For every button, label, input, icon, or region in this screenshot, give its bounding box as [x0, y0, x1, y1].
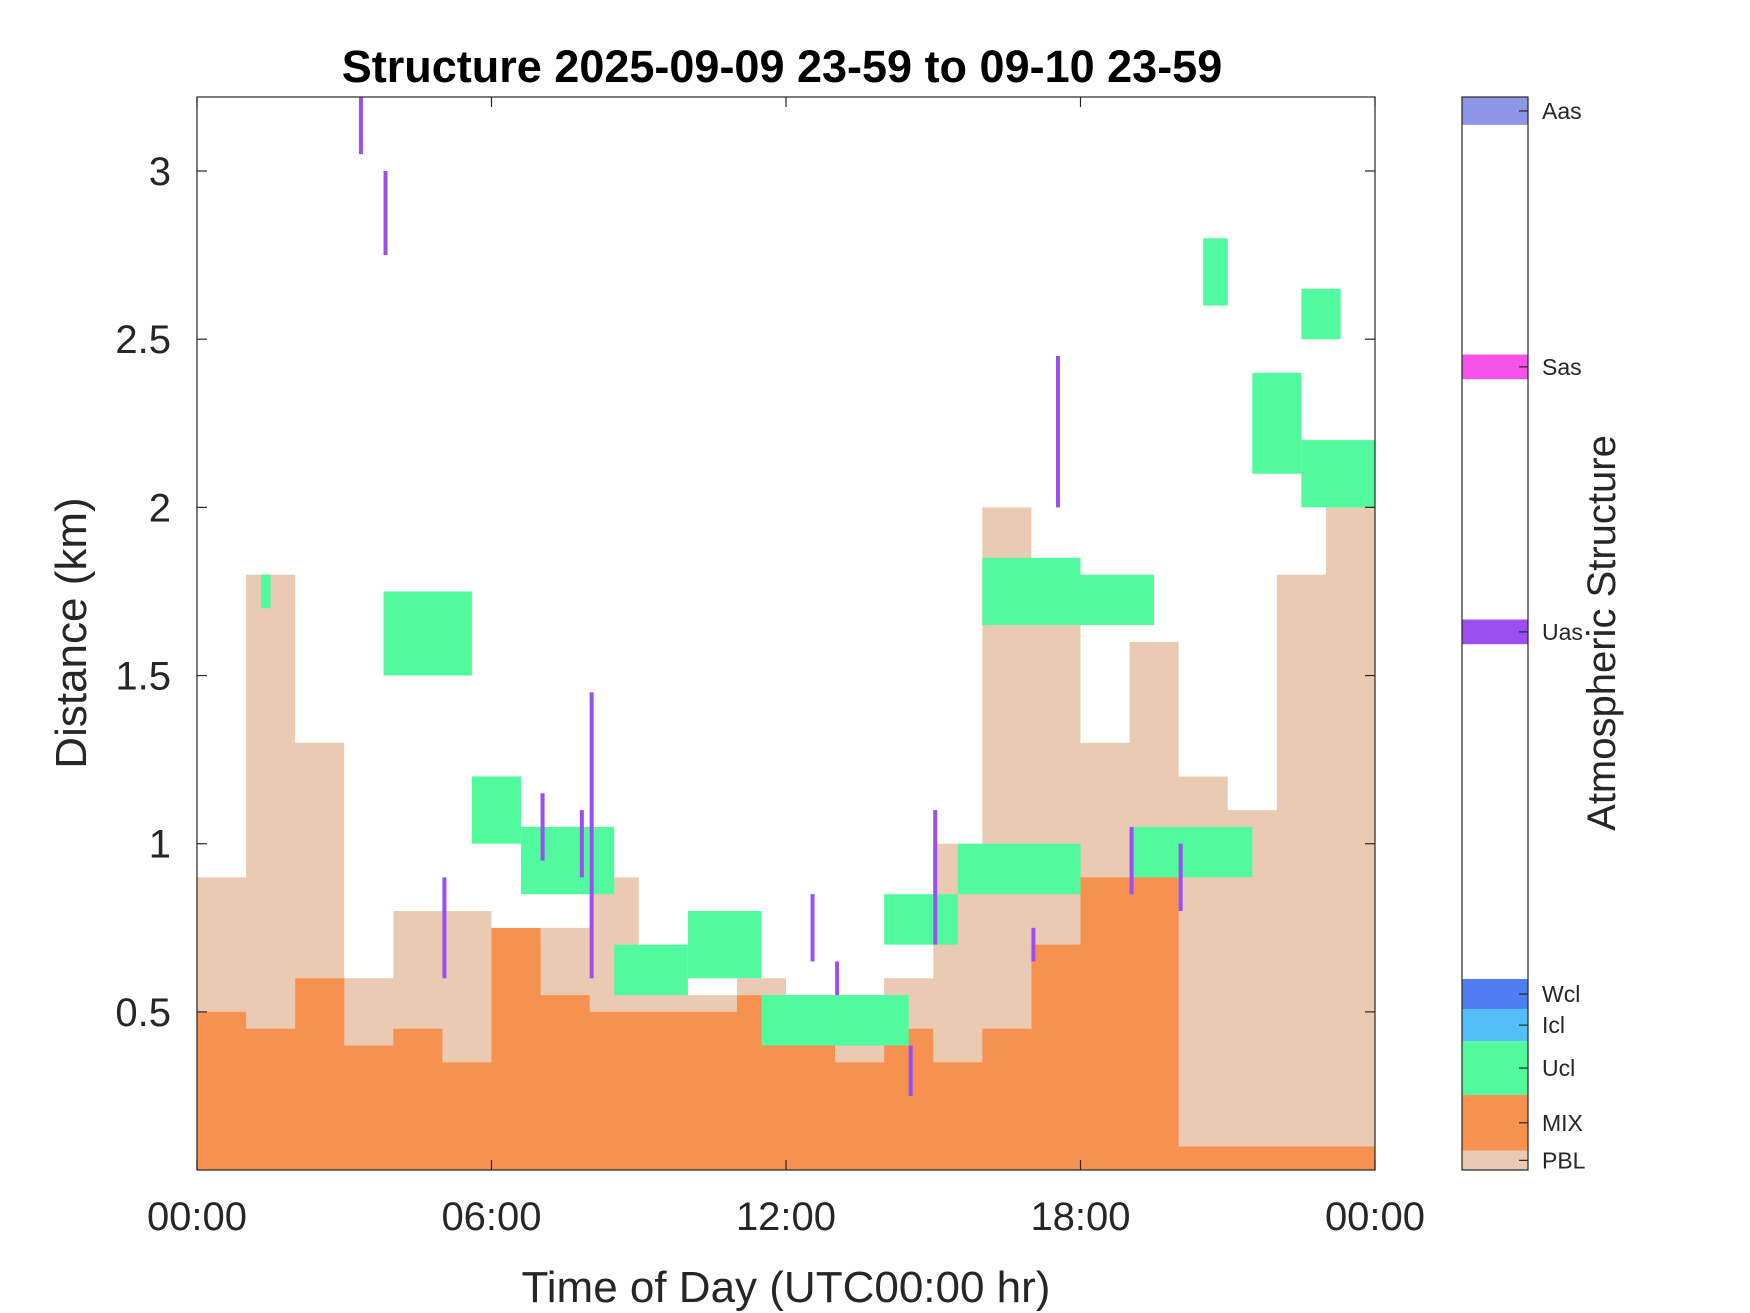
series-ucl-layer — [1080, 574, 1155, 626]
colorbar-title: Atmospheric Structure — [1580, 435, 1624, 831]
x-tick-label: 00:00 — [147, 1195, 247, 1239]
series-uas-streak — [933, 810, 938, 945]
series-uas-streak — [383, 171, 388, 256]
colorbar-swatch-ucl — [1462, 1041, 1528, 1095]
chart-title: Structure 2025-09-09 23-59 to 09-10 23-5… — [342, 41, 1223, 92]
series-uas-streak — [1178, 843, 1183, 911]
series-uas-streak — [1129, 826, 1134, 895]
colorbar-swatch-aas — [1462, 97, 1528, 125]
plot-area — [197, 97, 1375, 1170]
colorbar-swatch-mix — [1462, 1094, 1528, 1151]
colorbar-label-mix: MIX — [1542, 1110, 1583, 1136]
colorbar-label-sas: Sas — [1542, 354, 1582, 380]
x-axis-label: Time of Day (UTC00:00 hr) — [522, 1263, 1051, 1312]
series-ucl-layer — [1301, 288, 1341, 340]
series-uas-streak — [358, 97, 363, 155]
series-ucl-layer — [884, 894, 958, 945]
colorbar-label-ucl: Ucl — [1542, 1055, 1575, 1081]
x-axis: 00:00 06:00 12:00 18:00 00:00 — [147, 97, 1425, 1239]
series-ucl-layer — [1129, 826, 1253, 878]
x-tick-label: 18:00 — [1030, 1195, 1130, 1239]
series-ucl-layer — [471, 776, 521, 844]
series-ucl-layer — [260, 574, 271, 609]
series-uas-streak — [442, 877, 447, 979]
series-ucl-layer — [687, 911, 762, 979]
colorbar-label-pbl: PBL — [1542, 1147, 1586, 1173]
series-ucl-layer — [1252, 372, 1302, 474]
series-uas-streak — [835, 961, 840, 996]
series-uas-streak — [908, 1045, 913, 1096]
y-tick-label: 2 — [149, 486, 171, 530]
colorbar-label-uas: Uas — [1542, 619, 1583, 645]
y-axis-label: Distance (km) — [47, 497, 96, 768]
series-ucl-layer — [520, 826, 615, 895]
colorbar-label-aas: Aas — [1542, 98, 1582, 124]
series-uas-streak — [1055, 356, 1060, 508]
series-uas-streak — [589, 692, 594, 979]
series-ucl-layer — [761, 995, 909, 1046]
colorbar-swatch-icl — [1462, 1009, 1528, 1042]
series-uas-streak — [579, 810, 584, 878]
y-tick-label: 3 — [149, 150, 171, 194]
series-ucl-layer — [383, 591, 472, 676]
series-uas-streak — [540, 793, 545, 861]
y-tick-label: 1 — [149, 823, 171, 867]
x-tick-label: 00:00 — [1325, 1195, 1425, 1239]
colorbar-swatch-pbl — [1462, 1150, 1528, 1170]
y-tick-label: 0.5 — [115, 991, 171, 1035]
x-tick-label: 12:00 — [736, 1195, 836, 1239]
series-ucl-layer — [1301, 440, 1375, 508]
series-uas-streak — [810, 894, 815, 962]
colorbar-swatch-wcl — [1462, 979, 1528, 1010]
colorbar-frame — [1461, 96, 1529, 1171]
colorbar-label-wcl: Wcl — [1542, 981, 1580, 1007]
series-ucl-layer — [614, 944, 688, 996]
series-uas-streak — [1031, 927, 1036, 962]
series-ucl-layer — [982, 557, 1081, 626]
y-axis: 0.5 1 1.5 2 2.5 3 — [115, 150, 1375, 1035]
colorbar: PBL MIX Ucl Icl Wcl Uas Sas Aas — [1461, 96, 1586, 1173]
y-tick-label: 2.5 — [115, 318, 171, 362]
series-ucl-layer — [957, 843, 1081, 895]
x-tick-label: 06:00 — [441, 1195, 541, 1239]
colorbar-label-icl: Icl — [1542, 1012, 1565, 1038]
series-ucl-layer — [1203, 238, 1228, 306]
y-tick-label: 1.5 — [115, 655, 171, 699]
colorbar-swatch-sas — [1462, 354, 1528, 380]
colorbar-swatch-uas — [1462, 619, 1528, 645]
